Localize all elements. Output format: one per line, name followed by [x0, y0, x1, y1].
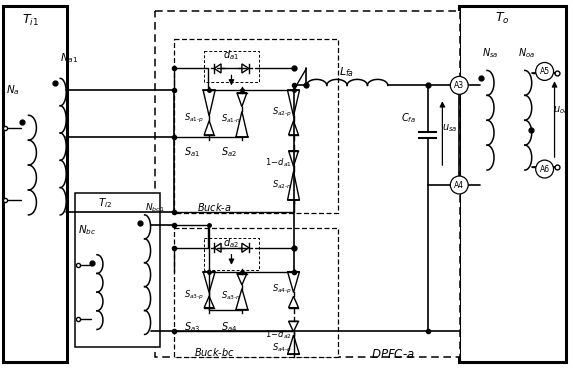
Text: $S_{a2\text{-}p}$: $S_{a2\text{-}p}$ — [272, 106, 292, 119]
Circle shape — [536, 62, 554, 81]
Bar — [204, 238, 259, 270]
Text: $N_a$: $N_a$ — [6, 83, 19, 97]
Text: $N_{a1}$: $N_{a1}$ — [60, 52, 79, 65]
Text: $S_{a3}$: $S_{a3}$ — [185, 321, 201, 334]
Text: $S_{a1\text{-}p}$: $S_{a1\text{-}p}$ — [185, 112, 205, 125]
Text: $S_{a2\text{-}n}$: $S_{a2\text{-}n}$ — [272, 179, 292, 191]
Text: $Buck\text{-}a$: $Buck\text{-}a$ — [197, 201, 231, 213]
Bar — [174, 228, 338, 357]
Circle shape — [450, 76, 468, 94]
Text: $Buck\text{-}bc$: $Buck\text{-}bc$ — [194, 347, 234, 358]
Text: $S_{a1\text{-}n}$: $S_{a1\text{-}n}$ — [221, 112, 241, 125]
Bar — [204, 50, 259, 82]
Text: $S_{a3\text{-}p}$: $S_{a3\text{-}p}$ — [185, 289, 205, 302]
Bar — [174, 39, 338, 213]
Circle shape — [536, 160, 554, 178]
Text: $1\!-\!d_{a1}$: $1\!-\!d_{a1}$ — [265, 157, 292, 169]
Bar — [75, 193, 159, 347]
Text: $T_o$: $T_o$ — [494, 11, 509, 26]
Text: $S_{a2}$: $S_{a2}$ — [221, 145, 237, 159]
Text: $S_{a4\text{-}p}$: $S_{a4\text{-}p}$ — [272, 283, 292, 296]
Text: $C_{fa}$: $C_{fa}$ — [401, 111, 415, 125]
Bar — [460, 6, 567, 362]
Text: $T_{i1}$: $T_{i1}$ — [22, 13, 39, 28]
Text: $L_{fa}$: $L_{fa}$ — [339, 66, 354, 79]
Text: A3: A3 — [454, 81, 464, 90]
Text: $1\!-\!d_{a2}$: $1\!-\!d_{a2}$ — [265, 328, 292, 341]
Text: $S_{a4}$: $S_{a4}$ — [221, 321, 237, 334]
Text: $N_{bc1}$: $N_{bc1}$ — [144, 202, 164, 214]
Bar — [155, 11, 460, 357]
Text: $S_{a3\text{-}n}$: $S_{a3\text{-}n}$ — [221, 289, 241, 302]
Text: $N_{sa}$: $N_{sa}$ — [482, 47, 499, 60]
Text: A4: A4 — [454, 181, 464, 190]
Text: $S_{a1}$: $S_{a1}$ — [185, 145, 201, 159]
Text: $N_{oa}$: $N_{oa}$ — [518, 47, 535, 60]
Bar — [3, 6, 67, 362]
Text: $DPFC\text{-}a$: $DPFC\text{-}a$ — [371, 348, 415, 361]
Text: $u_{sa}$: $u_{sa}$ — [442, 122, 458, 134]
Text: $u_{oa}$: $u_{oa}$ — [552, 104, 568, 116]
Text: $d_{a1}$: $d_{a1}$ — [223, 49, 239, 62]
Text: $N_{bc}$: $N_{bc}$ — [78, 223, 96, 237]
Text: $T_{i2}$: $T_{i2}$ — [98, 196, 112, 210]
Circle shape — [450, 176, 468, 194]
Text: $S_{a4\text{-}n}$: $S_{a4\text{-}n}$ — [272, 341, 292, 354]
Text: $d_{a2}$: $d_{a2}$ — [223, 236, 239, 250]
Text: A6: A6 — [540, 165, 550, 174]
Text: A5: A5 — [540, 67, 550, 76]
